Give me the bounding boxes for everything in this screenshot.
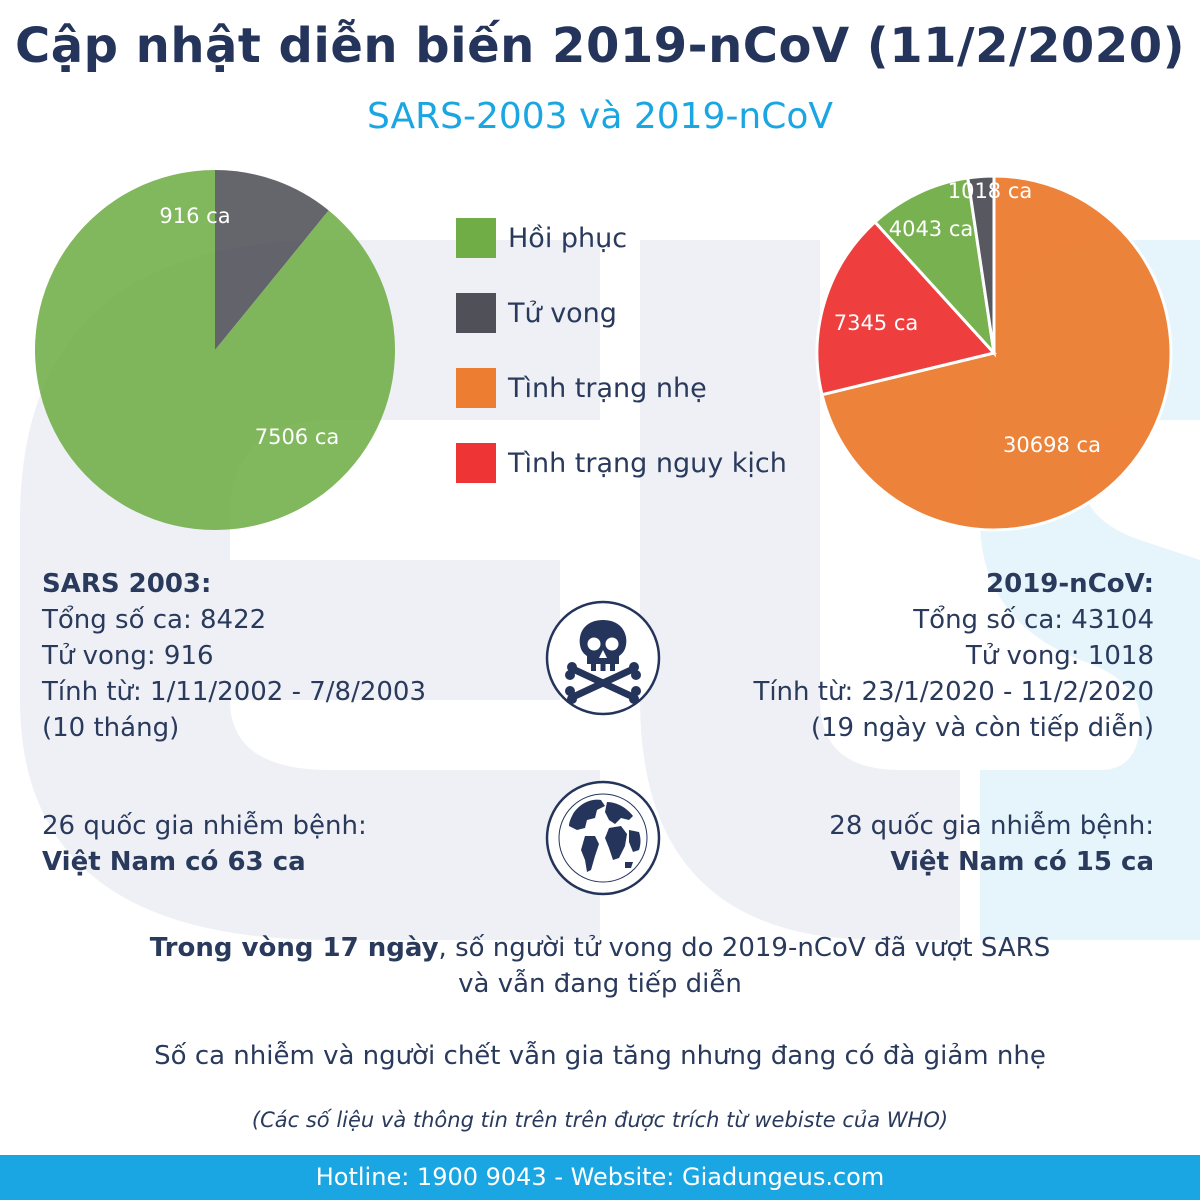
ncov-heading: 2019-nCoV: [986, 569, 1154, 599]
sars-heading: SARS 2003: [42, 569, 212, 599]
pie-slice-label-0: 30698 ca [1003, 433, 1101, 457]
note-line-2: và vẫn đang tiếp diễn [458, 969, 742, 999]
pie-slice-label-0: 916 ca [159, 204, 230, 228]
pie-slice-2 [872, 176, 997, 358]
pie-slice-label-3: 1018 ca [948, 179, 1033, 203]
legend-swatch [456, 218, 496, 258]
legend: Hồi phục Tử vong Tình trạng nhẹ Tình trạ… [456, 218, 787, 518]
sars-pie-chart: 916 ca 7506 ca [34, 170, 395, 530]
note-line-1-rest: , số người tử vong do 2019-nCoV đã vượt … [438, 933, 1051, 963]
legend-label: Tình trạng nguy kịch [508, 447, 787, 479]
legend-item-deaths: Tử vong [456, 293, 787, 333]
pie-slice-0 [215, 170, 329, 350]
pie-slice-3 [966, 174, 996, 354]
note-line-3: Số ca nhiễm và người chết vẫn gia tăng n… [154, 1041, 1046, 1071]
ncov-pie-chart: 30698 ca 7345 ca 4043 ca 1018 ca [815, 174, 1173, 532]
sars-info: SARS 2003: Tổng số ca: 8422 Tử vong: 916… [42, 566, 426, 746]
ncov-duration: (19 ngày và còn tiếp diễn) [810, 713, 1154, 743]
page-subtitle: SARS-2003 và 2019-nCoV [366, 96, 834, 137]
legend-label: Tử vong [508, 297, 617, 329]
globe-icon [545, 780, 661, 900]
legend-swatch [456, 443, 496, 483]
ncov-countries: 28 quốc gia nhiễm bệnh: Việt Nam có 15 c… [829, 808, 1154, 880]
ncov-vietnam-cases: Việt Nam có 15 ca [890, 847, 1154, 877]
source-note: (Các số liệu và thông tin trên trên được… [251, 1108, 949, 1132]
skull-crossbones-icon [545, 600, 661, 720]
ncov-deaths: Tử vong: 1018 [965, 641, 1154, 671]
legend-item-mild: Tình trạng nhẹ [456, 368, 787, 408]
pie-slice-label-2: 4043 ca [889, 217, 974, 241]
pie-slice-1 [34, 170, 395, 530]
sars-countries-count: 26 quốc gia nhiễm bệnh: [42, 811, 367, 841]
ncov-countries-count: 28 quốc gia nhiễm bệnh: [829, 811, 1154, 841]
pie-slice-label-1: 7345 ca [834, 311, 919, 335]
legend-item-critical: Tình trạng nguy kịch [456, 443, 787, 483]
sars-total: Tổng số ca: 8422 [42, 605, 267, 635]
pie-slice-label-1: 7506 ca [255, 425, 340, 449]
footer-contact: Hotline: 1900 9043 - Website: Giadungeus… [0, 1155, 1200, 1200]
ncov-info: 2019-nCoV: Tổng số ca: 43104 Tử vong: 10… [753, 566, 1154, 746]
note-line-1: Trong vòng 17 ngày, số người tử vong do … [0, 930, 1200, 966]
legend-label: Hồi phục [508, 222, 628, 254]
page-title: Cập nhật diễn biến 2019-nCoV (11/2/2020) [14, 18, 1186, 74]
sars-deaths: Tử vong: 916 [42, 641, 214, 671]
pie-slice-1 [815, 219, 997, 397]
legend-swatch [456, 293, 496, 333]
sars-period: Tính từ: 1/11/2002 - 7/8/2003 [42, 677, 427, 707]
legend-label: Tình trạng nhẹ [508, 372, 707, 404]
sars-vietnam-cases: Việt Nam có 63 ca [42, 847, 306, 877]
legend-item-recovered: Hồi phục [456, 218, 787, 258]
note-emphasis: Trong vòng 17 ngày [149, 933, 439, 963]
ncov-period: Tính từ: 23/1/2020 - 11/2/2020 [753, 677, 1154, 707]
sars-duration: (10 tháng) [42, 713, 180, 743]
ncov-total: Tổng số ca: 43104 [913, 605, 1154, 635]
pie-slice-0 [820, 174, 1173, 532]
sars-countries: 26 quốc gia nhiễm bệnh: Việt Nam có 63 c… [42, 808, 367, 880]
legend-swatch [456, 368, 496, 408]
